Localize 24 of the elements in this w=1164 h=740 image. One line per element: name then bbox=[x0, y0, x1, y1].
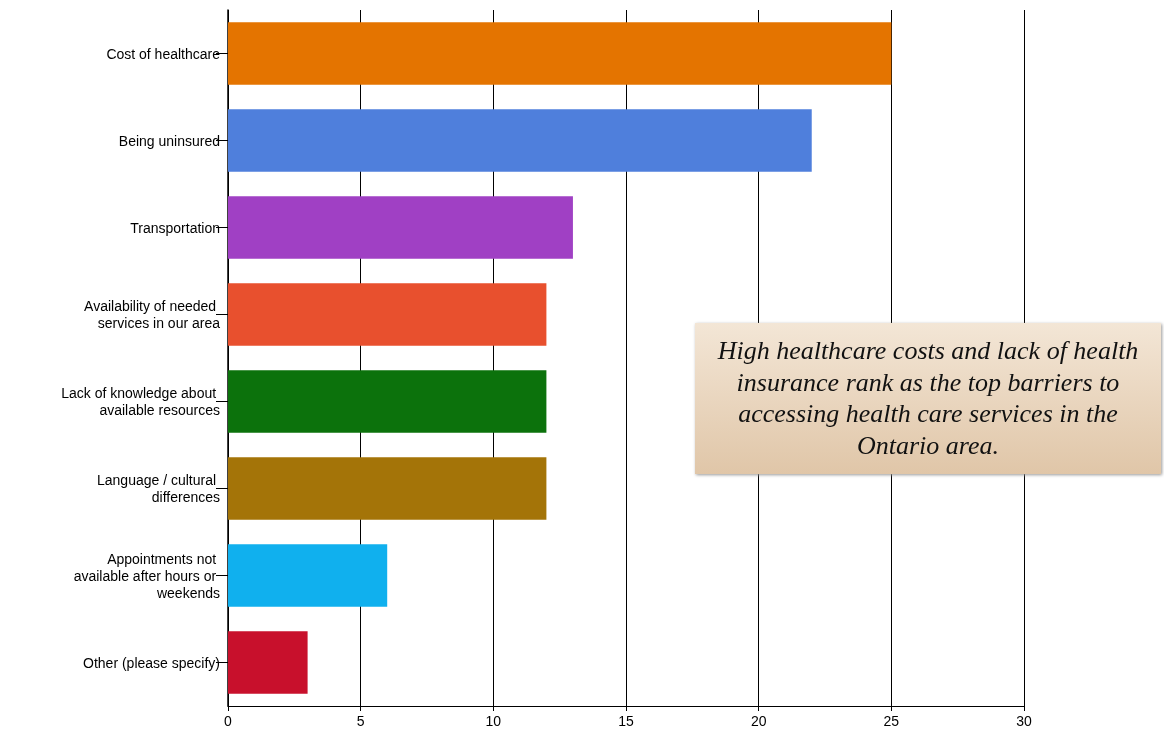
y-tick-label: Appointments not available after hours or weekends bbox=[73, 550, 220, 601]
bar bbox=[228, 22, 892, 85]
y-tick-label: Language / cultural differences bbox=[97, 472, 220, 505]
bar bbox=[228, 544, 388, 607]
bar bbox=[228, 370, 547, 433]
x-tick-label: 20 bbox=[750, 713, 767, 729]
y-tick-label: Being uninsured bbox=[118, 132, 220, 149]
bar bbox=[228, 196, 573, 259]
x-tick-label: 0 bbox=[224, 713, 233, 729]
annotation: High healthcare costs and lack of health insurance rank as the top barriers to accessing health care services in the Ontario area. bbox=[695, 323, 1161, 474]
y-tick-label: Lack of knowledge about available resources bbox=[61, 385, 220, 418]
bar bbox=[228, 457, 547, 520]
x-tick-label: 15 bbox=[618, 713, 634, 729]
y-tick-label: Other (please specify) bbox=[83, 654, 220, 671]
x-tick-label: 25 bbox=[883, 713, 900, 729]
y-tick-label: Transportation bbox=[130, 219, 220, 236]
x-tick-label: 30 bbox=[1016, 713, 1032, 729]
bar bbox=[228, 109, 812, 172]
x-tick-label: 5 bbox=[356, 713, 365, 729]
bar bbox=[228, 631, 308, 694]
x-tick-label: 10 bbox=[485, 713, 502, 729]
bar bbox=[228, 283, 547, 346]
y-tick-label: Cost of healthcare bbox=[106, 45, 221, 62]
y-tick-label: Availability of needed services in our area bbox=[84, 298, 221, 331]
